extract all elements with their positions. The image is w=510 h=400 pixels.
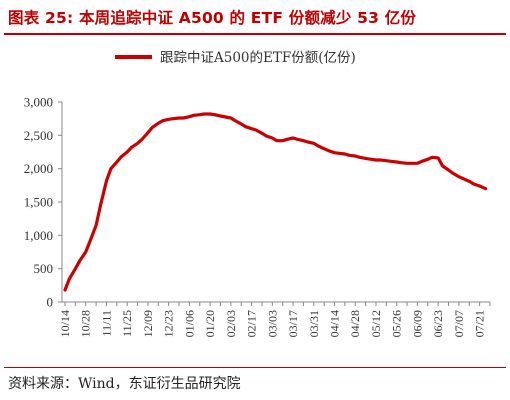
x-tick-label: 01/20 xyxy=(203,310,217,337)
y-tick-label: 2,000 xyxy=(24,161,53,176)
x-axis: 10/14 10/28 11/11 11/25 12/09 12/23 01/06 01/20… xyxy=(58,301,491,337)
y-tick-label: 500 xyxy=(34,261,54,276)
x-tick-label: 11/11 xyxy=(99,310,113,336)
legend-label: 跟踪中证A500的ETF份额(亿份) xyxy=(160,50,356,66)
x-tick-label: 10/28 xyxy=(79,310,93,337)
x-tick-label: 06/23 xyxy=(431,310,445,337)
series-line-a500-etf-shares xyxy=(63,112,488,292)
x-tick-label: 10/14 xyxy=(58,310,72,337)
x-tick-label: 03/17 xyxy=(286,310,300,337)
x-tick-label: 06/09 xyxy=(410,310,424,337)
x-tick-label: 07/07 xyxy=(452,310,466,337)
source-note: 资料来源：Wind，东证衍生品研究院 xyxy=(8,376,241,392)
y-tick-label: 1,000 xyxy=(24,228,53,243)
y-tick-label: 0 xyxy=(47,295,54,310)
x-tick-label: 01/06 xyxy=(182,310,196,337)
y-tick-label: 1,500 xyxy=(24,195,53,210)
x-tick-label: 12/09 xyxy=(141,310,155,337)
x-tick-label: 02/17 xyxy=(245,310,259,337)
y-axis: 0 500 1,000 1,500 2,000 2,500 3,000 xyxy=(24,95,63,310)
x-tick-label: 11/25 xyxy=(120,310,134,337)
x-tick-label: 02/03 xyxy=(224,310,238,337)
y-tick-label: 3,000 xyxy=(24,95,53,110)
x-tick-label: 12/23 xyxy=(162,310,176,337)
title-rule xyxy=(4,33,506,35)
source-rule xyxy=(4,367,506,368)
x-tick-label: 07/21 xyxy=(473,310,487,337)
x-tick-label: 04/14 xyxy=(328,310,342,337)
x-tick-label: 03/31 xyxy=(307,310,321,337)
plot-area xyxy=(63,112,488,292)
x-tick-label: 05/26 xyxy=(390,310,404,337)
figure-title: 图表 25: 本周追踪中证 A500 的 ETF 份额减少 53 亿份 xyxy=(8,9,417,27)
x-tick-label: 03/03 xyxy=(265,310,279,337)
x-tick-label: 05/12 xyxy=(369,310,383,337)
y-tick-label: 2,500 xyxy=(24,128,53,143)
chart-legend: 跟踪中证A500的ETF份额(亿份) xyxy=(115,50,356,66)
x-tick-label: 04/28 xyxy=(348,310,362,337)
